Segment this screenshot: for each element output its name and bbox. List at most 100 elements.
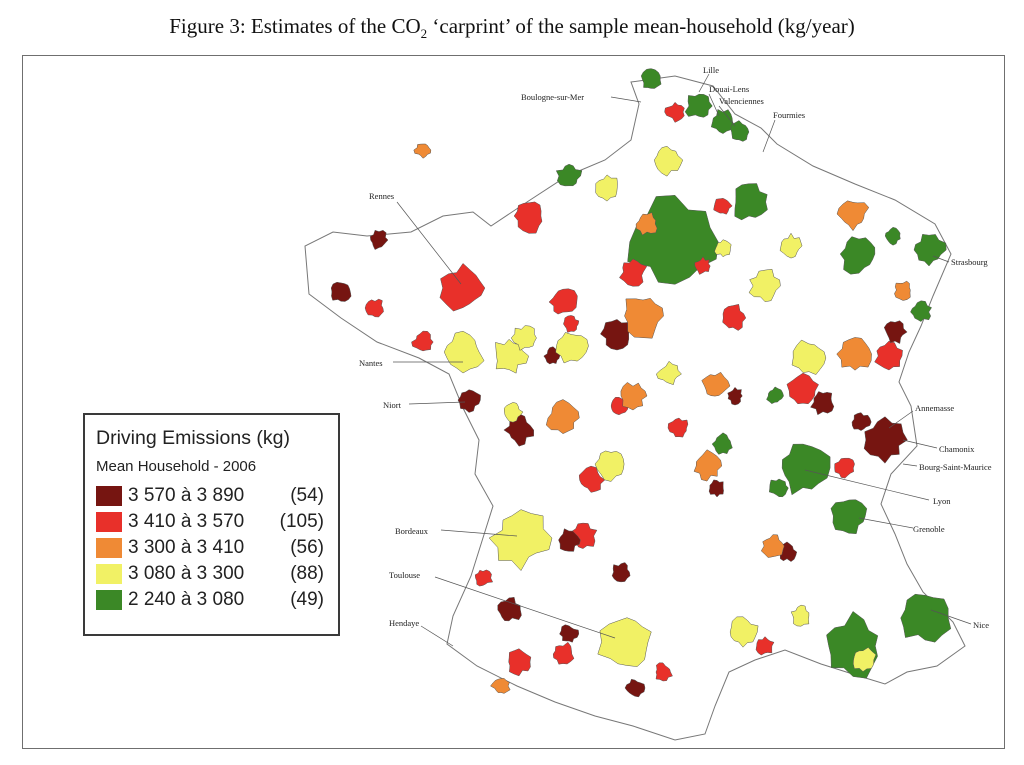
- urban-area: [364, 298, 384, 318]
- urban-area: [497, 597, 522, 622]
- urban-area: [413, 143, 432, 159]
- legend-swatch: [96, 538, 122, 558]
- city-label-bordeaux: Bordeaux: [395, 526, 518, 537]
- legend-title: Driving Emissions (kg): [96, 427, 290, 449]
- urban-area: [611, 562, 631, 583]
- legend-count: (88): [290, 563, 324, 584]
- urban-area: [552, 641, 575, 665]
- urban-area: [624, 298, 664, 339]
- urban-area: [883, 320, 908, 344]
- svg-text:Valenciennes: Valenciennes: [719, 96, 764, 106]
- urban-area: [654, 146, 684, 177]
- urban-area: [624, 678, 646, 698]
- urban-area: [830, 499, 868, 534]
- urban-area: [781, 443, 831, 496]
- city-label-annemasse: Annemasse: [888, 403, 954, 429]
- urban-area: [853, 647, 877, 672]
- urban-area: [474, 569, 494, 587]
- legend-range: 3 080 à 3 300: [128, 563, 245, 584]
- urban-area: [635, 212, 658, 236]
- urban-area: [894, 280, 911, 301]
- urban-area: [490, 678, 511, 694]
- legend-row: 3 300 à 3 410 (56): [96, 537, 324, 559]
- urban-area: [851, 412, 872, 431]
- urban-area: [545, 399, 580, 434]
- urban-area: [664, 101, 685, 123]
- svg-text:Toulouse: Toulouse: [389, 570, 420, 580]
- svg-text:Bourg-Saint-Maurice: Bourg-Saint-Maurice: [919, 462, 992, 472]
- svg-text:Fourmies: Fourmies: [773, 110, 805, 120]
- urban-area: [900, 593, 952, 643]
- city-label-grenoble: Grenoble: [858, 517, 945, 534]
- city-label-valenciennes: Valenciennes: [718, 96, 764, 127]
- urban-area: [655, 662, 673, 682]
- urban-area: [548, 288, 578, 315]
- caption-prefix: Figure 3: Estimates of the CO: [169, 14, 421, 38]
- urban-area: [710, 109, 737, 134]
- urban-area: [708, 479, 724, 498]
- legend-count: (56): [290, 537, 324, 558]
- svg-text:Boulogne-sur-Mer: Boulogne-sur-Mer: [521, 92, 584, 102]
- urban-area: [729, 616, 759, 648]
- urban-area: [790, 604, 810, 627]
- legend-swatch: [96, 564, 122, 584]
- svg-text:Grenoble: Grenoble: [913, 524, 945, 534]
- figure-caption: Figure 3: Estimates of the CO2 ‘carprint…: [0, 14, 1024, 42]
- svg-text:Nantes: Nantes: [359, 358, 383, 368]
- urban-area: [693, 449, 723, 482]
- legend-row: 3 410 à 3 570 (105): [96, 511, 324, 533]
- urban-area: [488, 509, 553, 572]
- svg-text:Niort: Niort: [383, 400, 402, 410]
- urban-area: [874, 340, 903, 371]
- legend-range: 3 300 à 3 410: [128, 537, 245, 558]
- svg-text:Bordeaux: Bordeaux: [395, 526, 429, 536]
- svg-text:Nice: Nice: [973, 620, 989, 630]
- urban-area: [722, 303, 747, 331]
- urban-area: [766, 386, 784, 404]
- legend-range: 2 240 à 3 080: [128, 589, 245, 610]
- urban-area: [755, 636, 775, 656]
- urban-area: [457, 389, 481, 413]
- urban-area: [600, 319, 630, 351]
- urban-area: [786, 372, 819, 405]
- urban-area: [684, 93, 713, 118]
- legend-count: (54): [290, 485, 324, 506]
- urban-area: [810, 391, 835, 416]
- urban-area: [594, 450, 625, 482]
- urban-area: [439, 263, 486, 312]
- legend-swatch: [96, 486, 122, 506]
- city-label-chamonix: Chamonix: [902, 439, 975, 454]
- legend-row: 3 570 à 3 890 (54): [96, 485, 324, 507]
- city-label-lyon: Lyon: [804, 469, 951, 506]
- urban-area: [656, 360, 682, 386]
- map-legend: Driving Emissions (kg) Mean Household - …: [83, 413, 340, 636]
- map-frame: Lille Douai-Lens Valenciennes Fourmies B…: [22, 55, 1005, 749]
- legend-count: (105): [279, 511, 324, 532]
- urban-area: [694, 256, 711, 275]
- svg-text:Annemasse: Annemasse: [915, 403, 954, 413]
- city-label-bourg-saint-maurice: Bourg-Saint-Maurice: [902, 462, 992, 472]
- svg-text:Hendaye: Hendaye: [389, 618, 419, 628]
- urban-area: [559, 624, 580, 643]
- city-label-lille: Lille: [698, 65, 719, 93]
- city-label-boulogne: Boulogne-sur-Mer: [521, 92, 642, 103]
- urban-area: [330, 281, 352, 302]
- urban-area: [834, 457, 855, 479]
- svg-text:Lille: Lille: [703, 65, 719, 75]
- city-label-rennes: Rennes: [369, 191, 462, 285]
- city-label-hendaye: Hendaye: [389, 618, 454, 647]
- urban-area: [779, 232, 803, 259]
- urban-area: [640, 68, 662, 89]
- urban-area: [760, 534, 785, 558]
- legend-range: 3 570 à 3 890: [128, 485, 245, 506]
- legend-row: 3 080 à 3 300 (88): [96, 563, 324, 585]
- svg-text:Rennes: Rennes: [369, 191, 394, 201]
- city-label-toulouse: Toulouse: [389, 570, 616, 639]
- urban-area: [620, 382, 648, 411]
- urban-area: [370, 229, 389, 250]
- legend-row: 2 240 à 3 080 (49): [96, 589, 324, 611]
- urban-area: [563, 315, 580, 333]
- urban-area: [748, 268, 781, 302]
- legend-subtitle: Mean Household - 2006: [96, 458, 257, 475]
- legend-count: (49): [290, 589, 324, 610]
